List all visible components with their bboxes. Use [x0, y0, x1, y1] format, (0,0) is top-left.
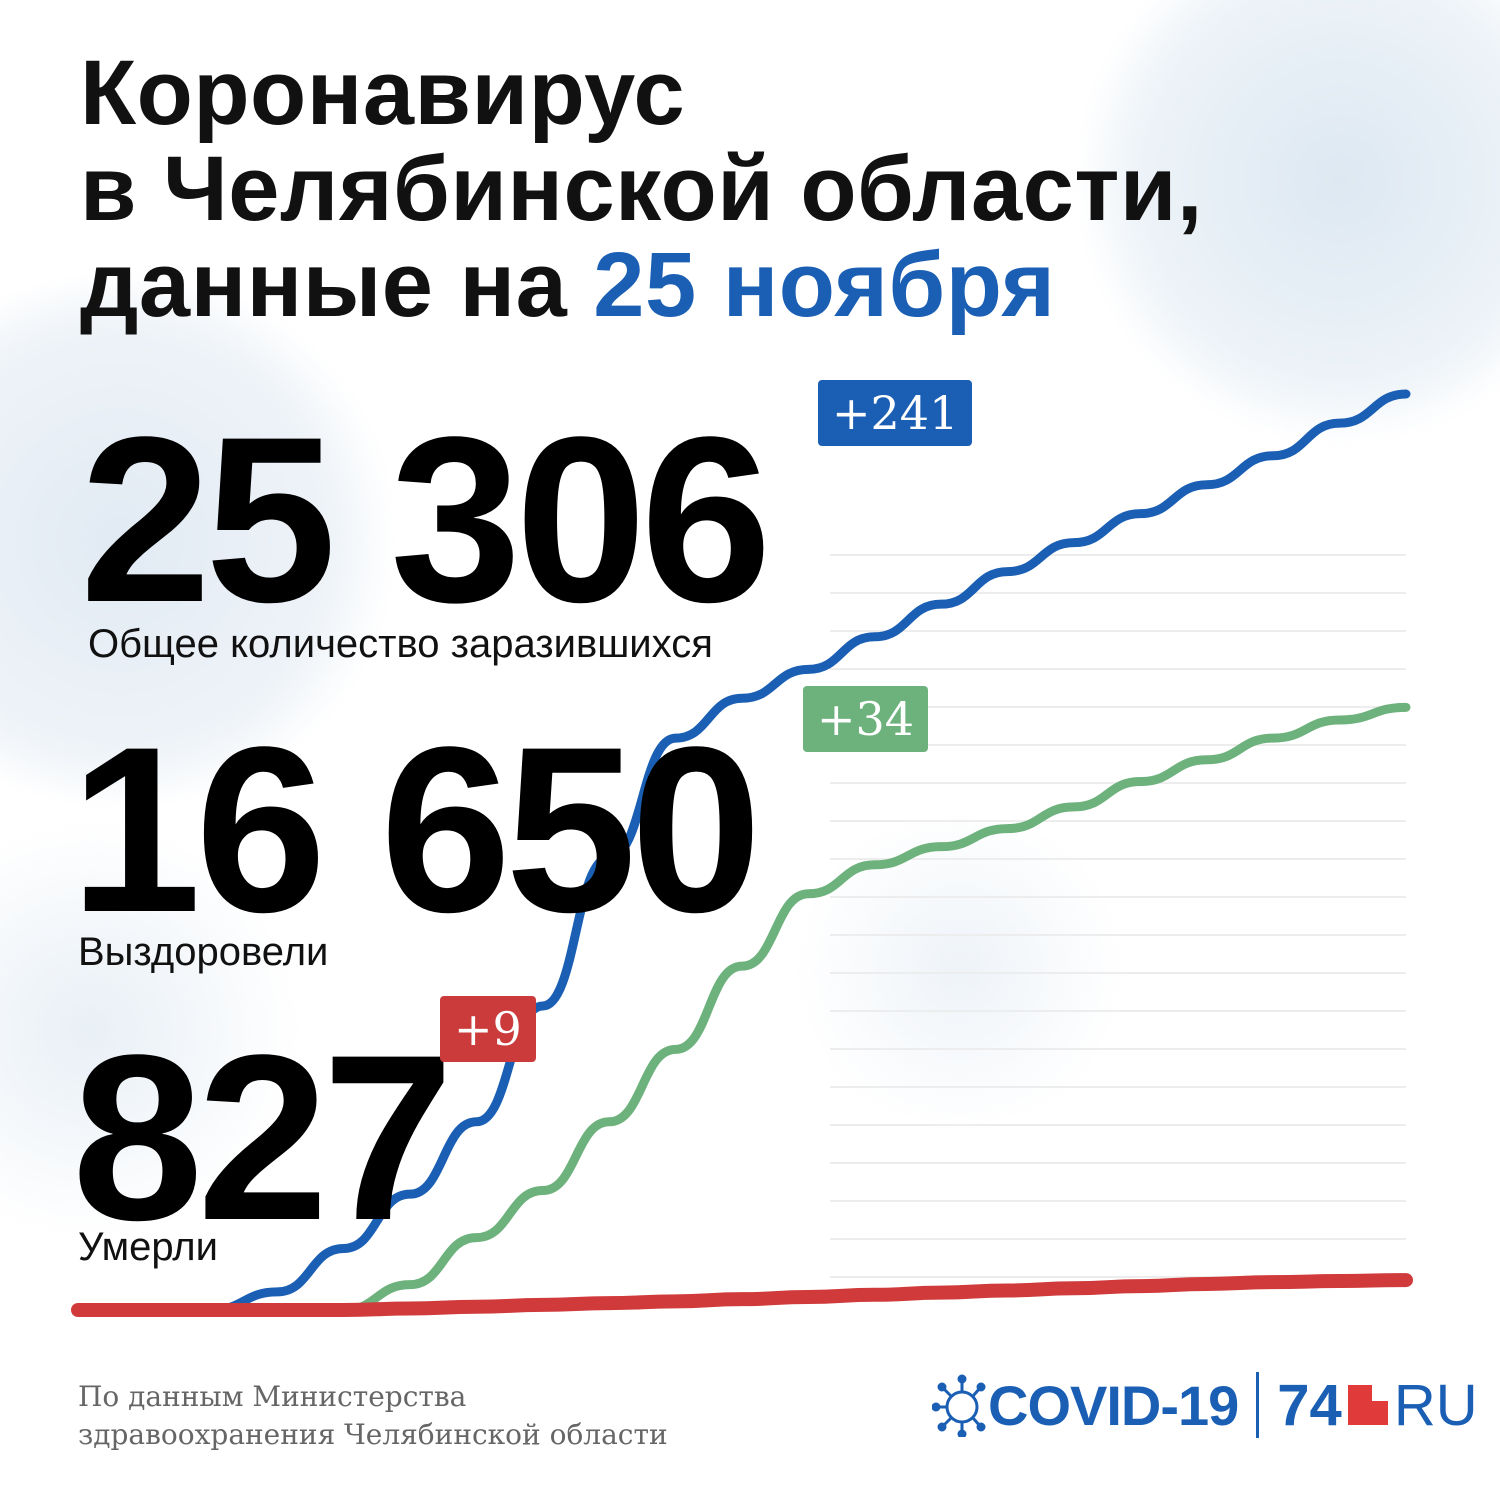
series-line-0 [73, 389, 1411, 1315]
deaths-delta-badge: +9 [440, 996, 536, 1062]
title-line-2: в Челябинской области, [80, 138, 1203, 240]
title-date: 25 ноября [593, 234, 1056, 336]
page-title: Коронавирус в Челябинской области, данны… [80, 45, 1203, 333]
recovered-label: Выздоровели [78, 930, 329, 974]
source-line-1: По данным Министерства [78, 1380, 467, 1413]
title-line-3-prefix: данные на [80, 234, 594, 336]
recovered-count: 16 650 [70, 698, 762, 962]
logo-covid-text: COVID-19 [988, 1373, 1239, 1437]
source-line-2: здравоохранения Челябинской области [78, 1418, 668, 1451]
brand-logo[interactable]: COVID-19 74 RU [932, 1370, 1478, 1440]
logo-separator [1256, 1372, 1260, 1438]
title-line-1: Коронавирус [80, 42, 686, 144]
infected-count: 25 306 [80, 388, 772, 652]
virus-icon [932, 1374, 986, 1437]
logo-number: 74 [1277, 1372, 1342, 1438]
series-line-2 [71, 1273, 1413, 1318]
logo-square-icon [1347, 1385, 1388, 1425]
recovered-delta-badge: +34 [803, 686, 929, 752]
background-texture [780, 820, 1140, 1120]
deaths-count: 827 [72, 1006, 454, 1270]
infected-delta-badge: +241 [818, 380, 973, 446]
source-note: По данным Министерства здравоохранения Ч… [78, 1378, 668, 1454]
logo-ru-text: RU [1393, 1372, 1478, 1438]
infected-label: Общее количество заразившихся [88, 622, 713, 666]
deaths-label: Умерли [78, 1225, 218, 1269]
